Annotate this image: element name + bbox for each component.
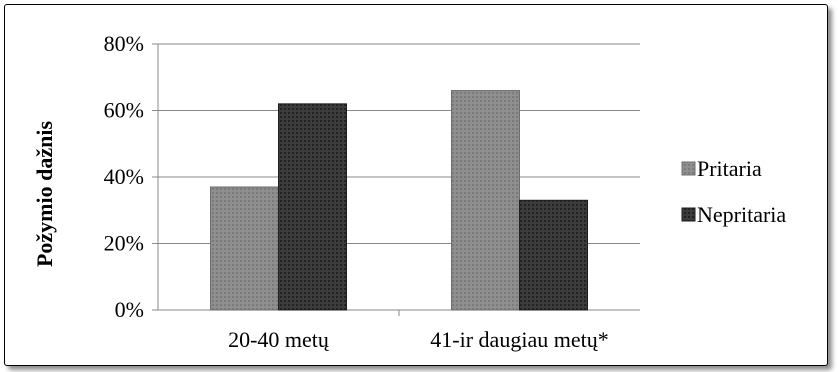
x-category-label: 20-40 metų <box>228 327 330 352</box>
legend-swatch-nepritaria <box>681 207 696 222</box>
y-tick-label: 60% <box>104 98 144 123</box>
bar-pritaria-1 <box>451 90 520 311</box>
bars-group <box>210 90 588 311</box>
y-tick-label: 80% <box>104 31 144 56</box>
legend-label-pritaria: Pritaria <box>697 156 762 181</box>
bar-nepritaria-0 <box>278 103 347 311</box>
x-category-label: 41-ir daugiau metų* <box>430 327 608 352</box>
legend-label-nepritaria: Nepritaria <box>697 202 786 227</box>
legend-swatch-pritaria <box>681 161 696 176</box>
bar-pritaria-0 <box>210 186 279 311</box>
chart-frame <box>4 4 828 366</box>
y-tick-label: 0% <box>115 297 144 322</box>
y-tick-label: 20% <box>104 231 144 256</box>
x-category-labels: 20-40 metų 41-ir daugiau metų* <box>228 327 609 352</box>
bar-nepritaria-1 <box>519 199 588 311</box>
y-axis-label: Požymio dažnis <box>32 121 57 267</box>
y-tick-label: 40% <box>104 164 144 189</box>
y-tick-labels: 0% 20% 40% 60% 80% <box>104 31 144 322</box>
legend: Pritaria Nepritaria <box>681 156 786 227</box>
